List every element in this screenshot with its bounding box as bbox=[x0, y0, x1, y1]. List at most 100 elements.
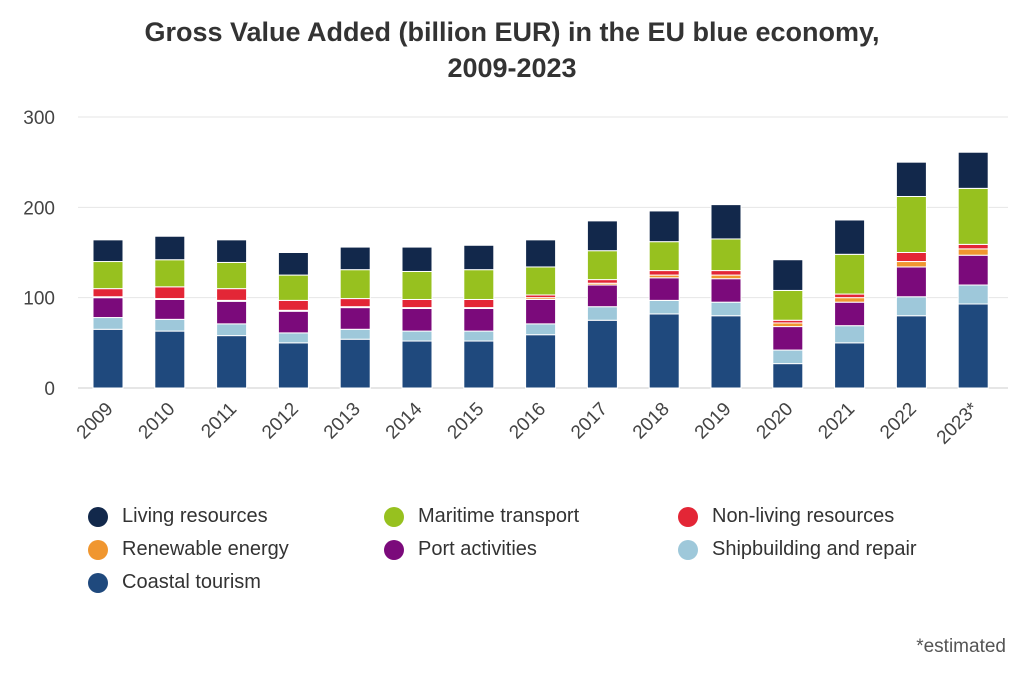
bar-segment bbox=[463, 340, 495, 389]
legend-label: Shipbuilding and repair bbox=[712, 538, 917, 560]
bar-segment bbox=[648, 241, 680, 272]
bar-segment bbox=[772, 322, 804, 328]
bar-segment bbox=[92, 288, 124, 298]
bar-segment bbox=[957, 303, 989, 389]
legend-item-shipbuilding-and-repair[interactable]: Shipbuilding and repair bbox=[678, 538, 917, 561]
bar-segment bbox=[834, 342, 866, 389]
chart-title: Gross Value Added (billion EUR) in the E… bbox=[0, 14, 1024, 86]
bar-segment bbox=[895, 266, 927, 298]
bar-segment bbox=[710, 204, 742, 240]
bar-segment bbox=[895, 195, 927, 253]
x-tick-label: 2009 bbox=[73, 399, 118, 444]
bar-segment bbox=[525, 298, 557, 325]
bar-segment bbox=[895, 252, 927, 263]
bar-segment bbox=[957, 284, 989, 305]
bar-segment bbox=[154, 235, 186, 261]
bar-segment bbox=[710, 270, 742, 276]
bar-segment bbox=[154, 298, 186, 320]
stacked-bar-chart: 0 100 200 300 2009 2010 2011 2012 2013 2014 2015 20… bbox=[23, 108, 1008, 449]
y-tick-label: 100 bbox=[23, 289, 55, 310]
bar-segment bbox=[710, 301, 742, 317]
bar-segment bbox=[710, 278, 742, 303]
bar-segment bbox=[401, 340, 433, 389]
bar-segment bbox=[92, 317, 124, 330]
bar-segment bbox=[339, 269, 371, 300]
bar-segment bbox=[277, 299, 309, 311]
bar-segment bbox=[92, 297, 124, 319]
bar-segment bbox=[957, 248, 989, 256]
bar-segment bbox=[895, 296, 927, 317]
legend-marker bbox=[678, 539, 698, 560]
x-tick-label: 2020 bbox=[753, 399, 798, 444]
legend-marker bbox=[384, 539, 404, 560]
bar-segment bbox=[895, 261, 927, 268]
bar-segment bbox=[710, 315, 742, 389]
bar-segment bbox=[957, 254, 989, 286]
bar-segment bbox=[834, 301, 866, 327]
bar-segment bbox=[92, 239, 124, 263]
legend-item-non-living-resources[interactable]: Non-living resources bbox=[678, 505, 894, 528]
bar-segment bbox=[339, 338, 371, 389]
bar-segment bbox=[586, 319, 618, 389]
bar-segment bbox=[339, 328, 371, 340]
bar-segment bbox=[525, 266, 557, 296]
bar-segment bbox=[772, 363, 804, 389]
bar-segment bbox=[834, 293, 866, 299]
bar-segment bbox=[339, 298, 371, 308]
x-tick-label: 2023* bbox=[933, 398, 983, 448]
bar-segment bbox=[834, 219, 866, 255]
x-tick-label: 2021 bbox=[814, 399, 859, 444]
bar-segment bbox=[463, 330, 495, 342]
bar-segment bbox=[216, 300, 248, 325]
bar-segment bbox=[586, 220, 618, 252]
x-tick-label: 2019 bbox=[691, 399, 736, 444]
legend-label: Maritime transport bbox=[418, 505, 580, 527]
x-tick-label: 2018 bbox=[629, 399, 674, 444]
bar-segment bbox=[586, 284, 618, 308]
bar-segment bbox=[339, 246, 371, 271]
legend-item-maritime-transport[interactable]: Maritime transport bbox=[384, 505, 579, 528]
legend-label: Port activities bbox=[418, 538, 537, 560]
x-tick-label: 2010 bbox=[135, 399, 180, 444]
bar-segment bbox=[216, 323, 248, 337]
legend-item-port-activities[interactable]: Port activities bbox=[384, 538, 537, 561]
bar-segment bbox=[586, 279, 618, 284]
bar-segment bbox=[277, 274, 309, 301]
legend-label: Living resources bbox=[122, 505, 268, 527]
bar-segment bbox=[401, 298, 433, 309]
bar-segment bbox=[154, 318, 186, 332]
legend-item-living-resources[interactable]: Living resources bbox=[88, 505, 268, 528]
x-tick-label: 2012 bbox=[258, 399, 303, 444]
bar-segment bbox=[401, 330, 433, 342]
legend-label: Renewable energy bbox=[122, 538, 289, 560]
bar-segment bbox=[216, 239, 248, 263]
bar-segment bbox=[154, 286, 186, 300]
bar-segment bbox=[401, 246, 433, 272]
bar-segment bbox=[463, 298, 495, 309]
legend-item-renewable-energy[interactable]: Renewable energy bbox=[88, 538, 289, 561]
bar-segment bbox=[957, 151, 989, 189]
legend-marker bbox=[88, 539, 108, 560]
bar-segment bbox=[586, 306, 618, 321]
legend-label: Coastal tourism bbox=[122, 571, 261, 593]
bar-segment bbox=[339, 307, 371, 330]
bar-segment bbox=[463, 269, 495, 300]
bar-segment bbox=[772, 349, 804, 365]
bar-segment bbox=[772, 259, 804, 291]
bar-segment bbox=[772, 289, 804, 321]
bar-segment bbox=[648, 270, 680, 276]
bar-segment bbox=[834, 297, 866, 303]
legend-label: Non-living resources bbox=[712, 505, 895, 527]
x-tick-label: 2015 bbox=[444, 399, 489, 444]
y-tick-label: 300 bbox=[23, 108, 55, 129]
bar-segment bbox=[277, 342, 309, 389]
bar-segment bbox=[277, 332, 309, 344]
bar-segment bbox=[401, 308, 433, 332]
bar-segment bbox=[895, 161, 927, 197]
bar-segment bbox=[154, 330, 186, 389]
bar-segment bbox=[957, 243, 989, 250]
y-tick-label: 0 bbox=[44, 379, 55, 400]
bar-segment bbox=[648, 299, 680, 315]
legend-item-coastal-tourism[interactable]: Coastal tourism bbox=[88, 571, 261, 594]
x-tick-label: 2011 bbox=[197, 399, 241, 443]
